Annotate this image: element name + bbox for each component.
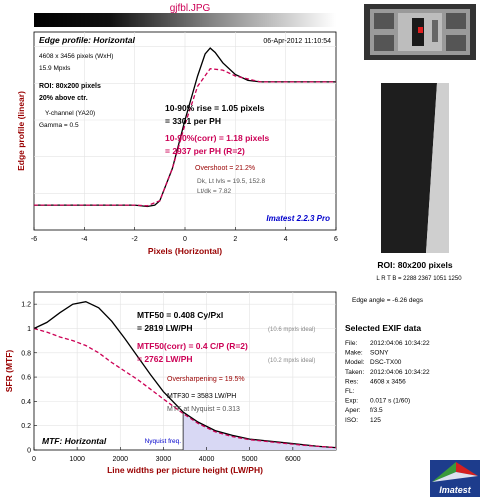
edge-x-tick-label: -2	[132, 236, 138, 243]
overshoot-value: Overshoot = 21.2%	[195, 165, 255, 172]
rise-corr-pixels: 10-90%(corr) = 1.18 pixels	[165, 133, 269, 143]
exif-key: Aper:	[345, 407, 361, 414]
mtf-x-ticks: 0 1000 2000 3000 4000 5000 6000	[32, 447, 301, 463]
exif-key: Taken:	[345, 369, 364, 376]
imatest-logo: Imatest	[430, 460, 480, 497]
mtf-x-tick-label: 5000	[242, 456, 258, 463]
mtf-y-tick-label: 0	[27, 448, 31, 455]
exif-key: Exp:	[345, 398, 358, 405]
edge-x-tick-label: 6	[334, 236, 338, 243]
edge-grid	[34, 32, 336, 230]
mtf-y-tick-label: 0.4	[21, 399, 31, 406]
gray-gradient-band	[34, 13, 336, 27]
exif-table: File: 2012:04:06 10:34:22 Make: SONY Model: D…	[345, 340, 430, 424]
edge-title: Edge profile: Horizontal	[39, 35, 136, 45]
mtf50-cy-pxl: MTF50 = 0.408 Cy/Pxl	[137, 310, 223, 320]
mtf50-corr-ideal: (10.2 mpxls ideal)	[268, 358, 315, 364]
exif-value: SONY	[370, 350, 389, 357]
rise-corr-per-ph: = 2937 per PH (R=2)	[165, 146, 245, 156]
mtf30-value: MTF30 = 3583 LW/PH	[167, 393, 236, 400]
nyquist-label: Nyquist freq.	[145, 438, 182, 445]
edge-angle: Edge angle = -6.26 degs	[352, 297, 424, 304]
mtf-y-tick-label: 0.2	[21, 423, 31, 430]
exif-value: 4608 x 3456	[370, 378, 406, 385]
edge-roi-position: 20% above ctr.	[39, 95, 88, 102]
mtf-x-tick-label: 4000	[199, 456, 215, 463]
mtf-corr-line	[33, 327, 337, 449]
edge-x-tick-label: -6	[31, 236, 37, 243]
mtf-grid	[34, 292, 336, 450]
edge-profile-line	[34, 47, 336, 208]
mtf50-lw-ph: = 2819 LW/PH	[137, 323, 193, 333]
edge-x-tick-label: -4	[81, 236, 87, 243]
exif-key: File:	[345, 340, 357, 347]
mtf-y-tick-label: 1	[27, 326, 31, 333]
edge-x-tick-label: 4	[284, 236, 288, 243]
exif-key: ISO:	[345, 417, 358, 424]
mtf-y-ticks: 0 0.2 0.4 0.6 0.8 1 1.2	[21, 302, 37, 455]
exif-value: 2012:04:06 10:34:22	[370, 369, 430, 376]
edge-x-ticks: -6 -4 -2 0 2 4 6	[31, 227, 338, 243]
target-thumbnail	[364, 4, 476, 60]
rise-per-ph: = 3301 per PH	[165, 116, 221, 126]
exif-value: DSC-TX00	[370, 359, 402, 366]
exif-value: f/3.5	[370, 407, 383, 414]
file-name: gjfbl.JPG	[170, 3, 211, 14]
mtf-series	[33, 301, 337, 449]
exif-key: Model:	[345, 359, 365, 366]
edge-x-label: Pixels (Horizontal)	[148, 246, 222, 256]
edge-info-mpxls: 15.9 Mpxls	[39, 65, 71, 72]
roi-image	[381, 83, 449, 253]
mtf50-corr-lw-ph: = 2762 LW/PH	[137, 354, 193, 364]
mtf-at-nyquist: MTF at Nyquist = 0.313	[167, 406, 240, 413]
exif-key: FL:	[345, 388, 355, 395]
mtf-x-tick-label: 6000	[285, 456, 301, 463]
edge-series	[34, 47, 336, 208]
exif-key: Res:	[345, 378, 359, 385]
exif-value: 2012:04:06 10:34:22	[370, 340, 430, 347]
roi-label: ROI: 80x200 pixels	[377, 260, 452, 270]
edge-roi-size: ROI: 80x200 pixels	[39, 83, 101, 90]
exif-value: 0.017 s (1/60)	[370, 398, 410, 405]
edge-profile-panel: -6 -4 -2 0 2 4 6 Edge profile: Horizontal 06-A…	[16, 31, 338, 256]
edge-info-resolution: 4608 x 3456 pixels (WxH)	[39, 53, 113, 60]
mtf-x-tick-label: 1000	[69, 456, 85, 463]
mtf-panel: 0 1000 2000 3000 4000 5000 6000 0 0.2 0.4 0.6 0.8 1…	[4, 291, 337, 475]
edge-y-label: Edge profile (linear)	[16, 91, 26, 171]
edge-channel: Y-channel (YA20)	[45, 110, 95, 117]
dark-light-levels: Dk, Lt lvls = 19.5, 152.8	[197, 178, 265, 185]
roi-lrtb: L R T B = 2288 2367 1051 1250	[376, 276, 462, 282]
mtf-x-tick-label: 0	[32, 456, 36, 463]
mtf-x-label: Line widths per picture height (LW/PH)	[107, 465, 263, 475]
oversharpening-value: Oversharpening = 19.5%	[167, 376, 245, 383]
logo-text: Imatest	[439, 485, 472, 495]
edge-timestamp: 06-Apr-2012 11:10:54	[263, 38, 331, 45]
mtf-y-tick-label: 0.8	[21, 350, 31, 357]
edge-gamma: Gamma = 0.5	[39, 122, 79, 129]
exif-value: 125	[370, 417, 381, 424]
light-dark-ratio: Lt/dk = 7.82	[197, 188, 232, 195]
exif-title: Selected EXIF data	[345, 323, 421, 333]
imatest-version: Imatest 2.2.3 Pro	[266, 214, 330, 223]
mtf50-corr-cp: MTF50(corr) = 0.4 C/P (R=2)	[137, 341, 248, 351]
mtf-y-tick-label: 1.2	[21, 302, 31, 309]
mtf-title: MTF: Horizontal	[42, 436, 107, 446]
nyquist-shaded-area	[183, 411, 336, 450]
exif-key: Make:	[345, 350, 363, 357]
edge-x-tick-label: 0	[183, 236, 187, 243]
mtf-x-tick-label: 2000	[112, 456, 128, 463]
mtf50-ideal: (10.6 mpxls ideal)	[268, 327, 315, 333]
edge-x-tick-label: 2	[233, 236, 237, 243]
mtf-x-tick-label: 3000	[156, 456, 172, 463]
rise-pixels: 10-90% rise = 1.05 pixels	[165, 103, 265, 113]
mtf-y-label: SFR (MTF)	[4, 350, 14, 393]
mtf-y-tick-label: 0.6	[21, 375, 31, 382]
